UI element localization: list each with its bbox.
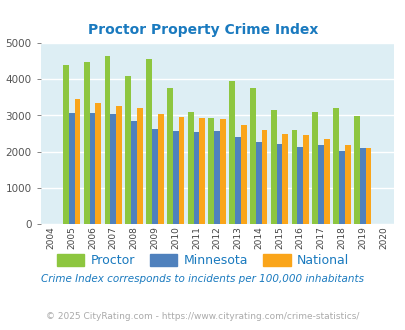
Bar xyxy=(364,148,371,224)
Bar xyxy=(146,59,151,224)
Bar xyxy=(90,113,95,224)
Bar xyxy=(240,124,246,224)
Bar xyxy=(353,116,359,224)
Bar xyxy=(208,118,214,224)
Bar xyxy=(125,76,131,224)
Bar xyxy=(270,111,276,224)
Text: Crime Index corresponds to incidents per 100,000 inhabitants: Crime Index corresponds to incidents per… xyxy=(41,274,364,284)
Text: © 2025 CityRating.com - https://www.cityrating.com/crime-statistics/: © 2025 CityRating.com - https://www.city… xyxy=(46,312,359,321)
Bar xyxy=(318,145,323,224)
Bar xyxy=(158,114,163,224)
Bar xyxy=(110,115,116,224)
Bar xyxy=(187,112,193,224)
Bar xyxy=(136,108,143,224)
Bar xyxy=(234,137,240,224)
Bar xyxy=(214,131,220,224)
Bar xyxy=(172,131,178,224)
Bar xyxy=(323,139,329,224)
Bar xyxy=(116,106,122,224)
Text: Proctor Property Crime Index: Proctor Property Crime Index xyxy=(87,23,318,37)
Bar xyxy=(63,65,69,224)
Bar xyxy=(311,112,318,224)
Bar xyxy=(193,132,199,224)
Bar xyxy=(282,134,288,224)
Bar xyxy=(249,88,255,224)
Bar xyxy=(255,142,261,224)
Bar xyxy=(229,81,234,224)
Bar xyxy=(95,103,101,224)
Bar xyxy=(151,129,158,224)
Bar xyxy=(261,130,267,224)
Bar xyxy=(297,148,303,224)
Legend: Proctor, Minnesota, National: Proctor, Minnesota, National xyxy=(52,249,353,272)
Bar xyxy=(333,108,338,224)
Bar xyxy=(69,113,75,224)
Bar xyxy=(276,144,282,224)
Bar xyxy=(220,119,225,224)
Bar xyxy=(344,145,350,224)
Bar xyxy=(338,151,344,224)
Bar xyxy=(83,62,90,224)
Bar xyxy=(104,56,110,224)
Bar xyxy=(131,121,136,224)
Bar xyxy=(75,99,80,224)
Bar xyxy=(303,135,308,224)
Bar xyxy=(178,117,184,224)
Bar xyxy=(199,118,205,224)
Bar xyxy=(291,130,297,224)
Bar xyxy=(166,88,172,224)
Bar xyxy=(359,148,364,224)
